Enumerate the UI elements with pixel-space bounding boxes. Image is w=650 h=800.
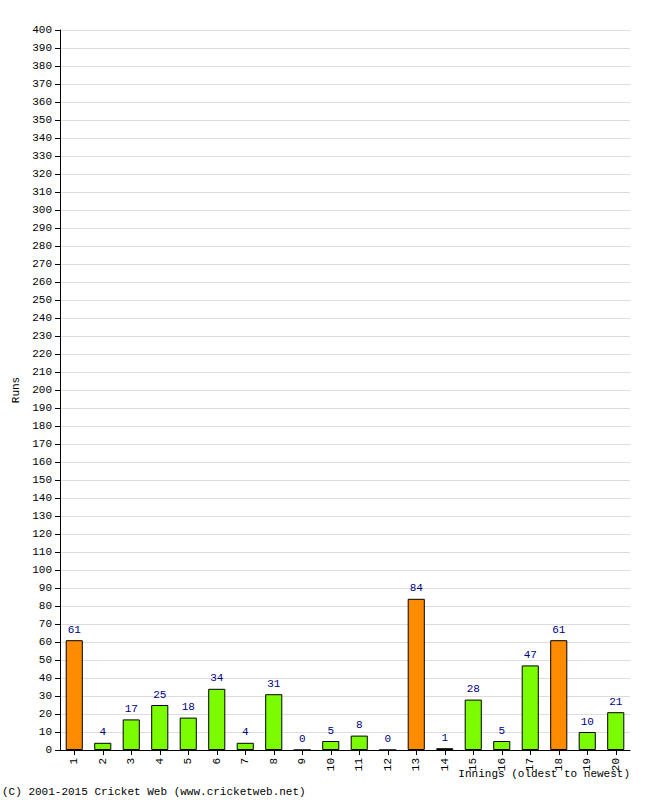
svg-text:15: 15 — [467, 758, 479, 771]
svg-text:0: 0 — [299, 733, 306, 745]
svg-text:0: 0 — [45, 744, 52, 756]
svg-text:260: 260 — [32, 276, 52, 288]
svg-text:Runs: Runs — [10, 377, 22, 403]
svg-text:21: 21 — [609, 696, 623, 708]
svg-text:130: 130 — [32, 510, 52, 522]
svg-text:370: 370 — [32, 78, 52, 90]
svg-text:170: 170 — [32, 438, 52, 450]
svg-text:190: 190 — [32, 402, 52, 414]
svg-text:11: 11 — [353, 758, 365, 772]
svg-text:280: 280 — [32, 240, 52, 252]
svg-text:16: 16 — [496, 758, 508, 771]
svg-text:380: 380 — [32, 60, 52, 72]
svg-text:19: 19 — [581, 758, 593, 771]
svg-text:18: 18 — [182, 701, 195, 713]
svg-text:Innings (oldest to newest): Innings (oldest to newest) — [458, 768, 630, 780]
svg-text:8: 8 — [356, 719, 363, 731]
svg-text:220: 220 — [32, 348, 52, 360]
svg-text:18: 18 — [553, 758, 565, 771]
svg-text:61: 61 — [552, 624, 566, 636]
svg-text:47: 47 — [524, 649, 537, 661]
svg-text:7: 7 — [239, 758, 251, 765]
svg-text:300: 300 — [32, 204, 52, 216]
svg-text:350: 350 — [32, 114, 52, 126]
svg-text:390: 390 — [32, 42, 52, 54]
svg-text:4: 4 — [99, 726, 106, 738]
svg-text:8: 8 — [268, 758, 280, 765]
svg-text:1: 1 — [441, 732, 448, 744]
svg-text:150: 150 — [32, 474, 52, 486]
svg-text:10: 10 — [581, 716, 594, 728]
svg-text:330: 330 — [32, 150, 52, 162]
svg-text:0: 0 — [384, 733, 391, 745]
svg-text:290: 290 — [32, 222, 52, 234]
svg-text:90: 90 — [39, 582, 52, 594]
svg-text:110: 110 — [32, 546, 52, 558]
svg-text:250: 250 — [32, 294, 52, 306]
svg-text:40: 40 — [39, 672, 52, 684]
svg-text:3: 3 — [125, 758, 137, 765]
svg-text:10: 10 — [325, 758, 337, 771]
svg-text:31: 31 — [267, 678, 281, 690]
svg-text:84: 84 — [410, 582, 424, 594]
svg-text:230: 230 — [32, 330, 52, 342]
svg-text:5: 5 — [498, 725, 505, 737]
svg-text:320: 320 — [32, 168, 52, 180]
svg-text:210: 210 — [32, 366, 52, 378]
svg-text:310: 310 — [32, 186, 52, 198]
svg-text:20: 20 — [39, 708, 52, 720]
svg-text:25: 25 — [153, 689, 166, 701]
svg-text:50: 50 — [39, 654, 52, 666]
svg-text:4: 4 — [154, 758, 166, 765]
svg-text:13: 13 — [410, 758, 422, 771]
svg-text:200: 200 — [32, 384, 52, 396]
svg-text:400: 400 — [32, 24, 52, 36]
svg-text:4: 4 — [242, 726, 249, 738]
svg-text:140: 140 — [32, 492, 52, 504]
svg-text:70: 70 — [39, 618, 52, 630]
svg-text:100: 100 — [32, 564, 52, 576]
svg-text:240: 240 — [32, 312, 52, 324]
svg-text:180: 180 — [32, 420, 52, 432]
svg-text:2: 2 — [97, 758, 109, 765]
svg-text:270: 270 — [32, 258, 52, 270]
svg-text:160: 160 — [32, 456, 52, 468]
svg-text:(C) 2001-2015 Cricket Web (www: (C) 2001-2015 Cricket Web (www.cricketwe… — [2, 786, 306, 798]
svg-text:120: 120 — [32, 528, 52, 540]
svg-text:360: 360 — [32, 96, 52, 108]
svg-text:28: 28 — [467, 683, 480, 695]
svg-text:80: 80 — [39, 600, 52, 612]
svg-text:340: 340 — [32, 132, 52, 144]
svg-text:9: 9 — [296, 758, 308, 765]
svg-text:34: 34 — [210, 672, 224, 684]
svg-text:6: 6 — [211, 758, 223, 765]
svg-text:61: 61 — [68, 624, 82, 636]
svg-text:10: 10 — [39, 726, 52, 738]
svg-text:20: 20 — [610, 758, 622, 771]
svg-text:14: 14 — [439, 758, 451, 772]
svg-text:60: 60 — [39, 636, 52, 648]
svg-text:5: 5 — [182, 758, 194, 765]
svg-text:17: 17 — [524, 758, 536, 771]
svg-text:30: 30 — [39, 690, 52, 702]
svg-text:17: 17 — [125, 703, 138, 715]
svg-text:5: 5 — [327, 725, 334, 737]
svg-text:1: 1 — [68, 758, 80, 765]
svg-text:12: 12 — [382, 758, 394, 771]
